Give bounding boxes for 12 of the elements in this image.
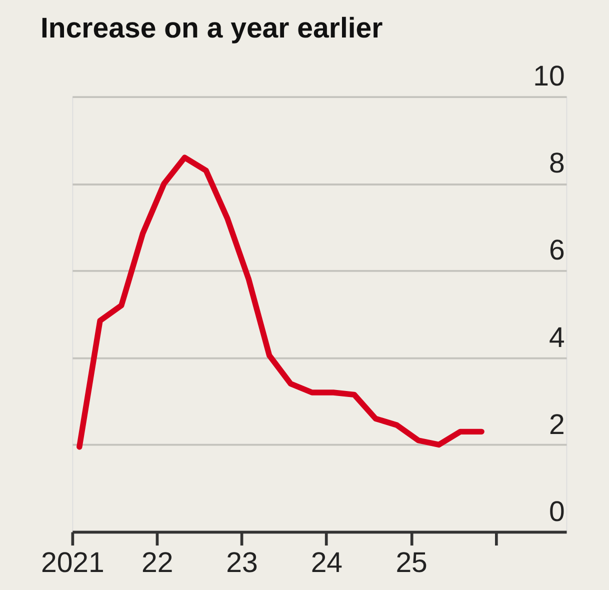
y-tick-label: 0 xyxy=(548,496,565,528)
y-tick-label: 10 xyxy=(533,60,565,93)
y-tick-label: 6 xyxy=(548,234,565,267)
x-tick-label: 23 xyxy=(226,547,258,580)
y-tick-label: 8 xyxy=(548,148,565,180)
x-tick-label: 25 xyxy=(396,547,428,580)
x-tick-label: 24 xyxy=(310,547,343,580)
y-tick-label: 2 xyxy=(548,408,565,441)
y-tick-label: 4 xyxy=(548,322,565,354)
chart-title: Increase on a year earlier xyxy=(40,12,383,45)
x-tick-label: 2021 xyxy=(40,547,104,580)
x-tick-label: 22 xyxy=(141,547,174,580)
